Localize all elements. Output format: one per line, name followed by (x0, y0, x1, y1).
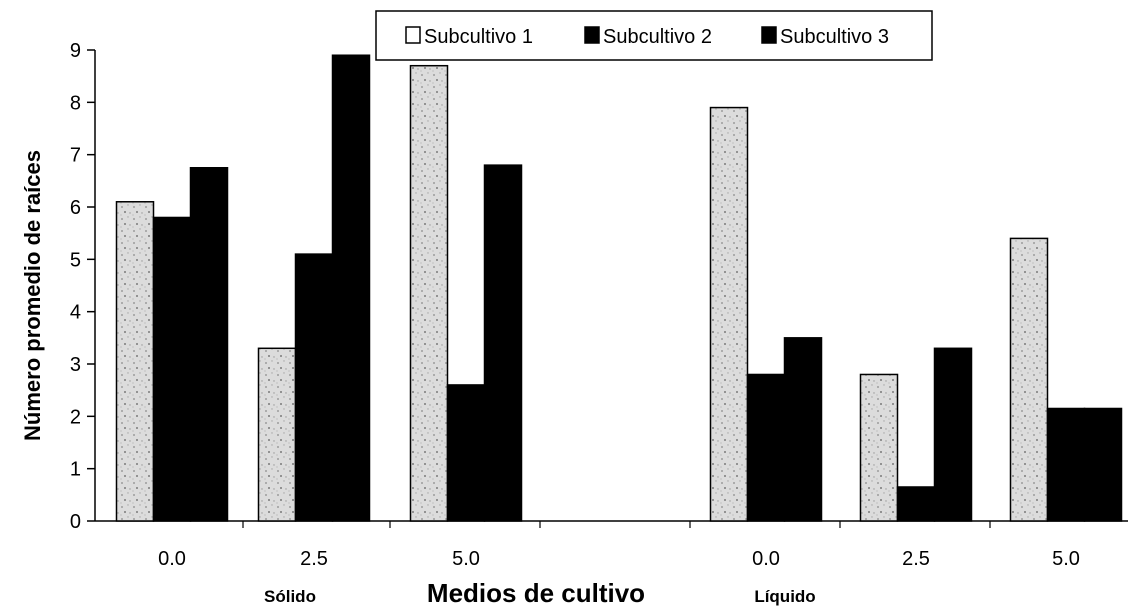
bar-subcultivo-2 (294, 253, 334, 522)
y-tick-label: 4 (70, 302, 81, 324)
legend-label: Subcultivo 3 (780, 26, 889, 48)
bar-subcultivo-2 (446, 384, 486, 522)
legend: Subcultivo 1 Subcultivo 2 Subcultivo 3 (375, 10, 933, 61)
x-tick-label: 0.0 (158, 548, 186, 570)
legend-label: Subcultivo 1 (424, 26, 533, 48)
y-tick-label: 6 (70, 197, 81, 219)
group-label: Sólido (264, 587, 316, 606)
legend-label: Subcultivo 2 (603, 26, 712, 48)
legend-swatch (761, 26, 777, 44)
y-tick-label: 8 (70, 92, 81, 114)
bar-subcultivo-1 (257, 347, 297, 522)
bar-subcultivo-1 (859, 373, 899, 522)
y-axis-title: Número promedio de raíces (20, 150, 45, 441)
bar-subcultivo-1 (709, 106, 749, 522)
legend-swatch (405, 26, 421, 44)
bar-subcultivo-2 (746, 373, 786, 522)
bar-subcultivo-3 (783, 337, 823, 522)
y-tick-label: 9 (70, 40, 81, 62)
bar-subcultivo-1 (115, 201, 155, 522)
bar-subcultivo-1 (1009, 237, 1049, 522)
x-tick-label: 5.0 (452, 548, 480, 570)
labels: 0 1 2 3 4 5 6 7 8 9 0.0 2.5 5.0 0.0 2.5 5.0 Sólido Líquid… (20, 40, 1080, 607)
bar-subcultivo-2 (1046, 407, 1086, 522)
y-tick-label: 7 (70, 145, 81, 167)
y-tick-label: 5 (70, 249, 81, 271)
bar-subcultivo-3 (933, 347, 973, 522)
x-tick-label: 2.5 (902, 548, 930, 570)
x-axis-title: Medios de cultivo (427, 578, 645, 607)
group-label: Líquido (754, 587, 815, 606)
bar-subcultivo-3 (1083, 407, 1123, 522)
bar-subcultivo-3 (483, 164, 523, 522)
x-tick-label: 0.0 (752, 548, 780, 570)
x-tick-label: 2.5 (300, 548, 328, 570)
y-tick-label: 3 (70, 354, 81, 376)
bar-subcultivo-2 (896, 486, 936, 522)
legend-box (375, 10, 933, 61)
y-tick-label: 2 (70, 406, 81, 428)
bar-subcultivo-3 (189, 167, 229, 522)
bar-subcultivo-2 (152, 216, 192, 522)
bar-subcultivo-3 (331, 54, 371, 522)
y-tick-label: 0 (70, 511, 81, 533)
bars (115, 54, 1123, 522)
bar-subcultivo-1 (409, 64, 449, 522)
legend-swatch (584, 26, 600, 44)
y-tick-label: 1 (70, 459, 81, 481)
x-tick-label: 5.0 (1052, 548, 1080, 570)
